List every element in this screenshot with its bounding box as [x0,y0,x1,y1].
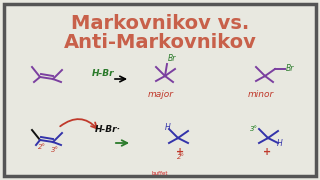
Text: Anti-Markovnikov: Anti-Markovnikov [64,33,256,52]
Text: +: + [263,147,271,157]
Text: 3°: 3° [250,126,258,132]
Text: 2°: 2° [177,154,185,160]
Text: Br: Br [168,54,176,63]
Text: H-Br: H-Br [92,69,114,78]
Text: H-Br·: H-Br· [95,125,121,134]
Text: H: H [277,140,283,148]
Text: minor: minor [248,90,274,99]
Text: +: + [176,147,184,157]
Text: 2°: 2° [38,144,46,150]
Text: Markovnikov vs.: Markovnikov vs. [71,14,249,33]
Text: buffet: buffet [152,171,168,176]
FancyBboxPatch shape [4,4,316,176]
Text: 3°: 3° [51,147,59,153]
Text: H: H [165,123,171,132]
Text: major: major [148,90,174,99]
Text: Br: Br [286,64,294,73]
